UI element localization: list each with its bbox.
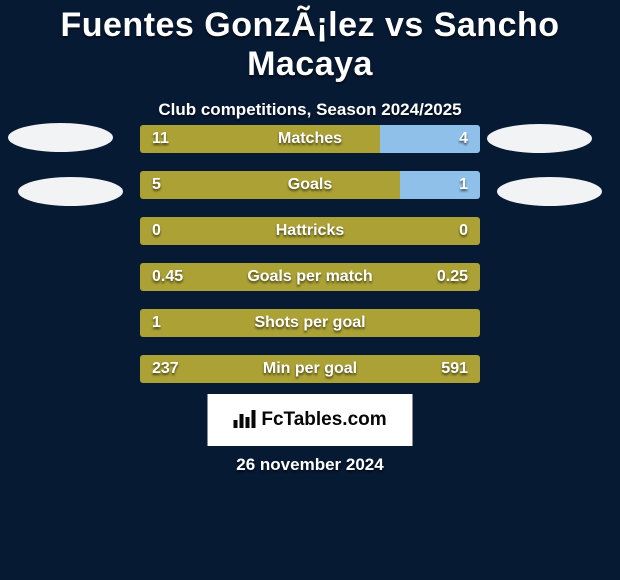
- stat-row: Goals per match0.450.25: [140, 263, 480, 291]
- player-left-avatar-1: [8, 123, 113, 152]
- subtitle: Club competitions, Season 2024/2025: [0, 100, 620, 120]
- page-title: Fuentes GonzÃ¡lez vs Sancho Macaya: [0, 0, 620, 84]
- fctables-logo-icon: [233, 408, 255, 433]
- stat-bar-left: [140, 355, 480, 383]
- player-right-avatar-1: [487, 124, 592, 153]
- stat-bar-right: [380, 125, 480, 153]
- stat-bar-left: [140, 263, 480, 291]
- stat-row: Shots per goal1: [140, 309, 480, 337]
- stat-bar-left: [140, 171, 400, 199]
- stat-row: Hattricks00: [140, 217, 480, 245]
- stat-bar-left: [140, 309, 480, 337]
- comparison-infographic: Fuentes GonzÃ¡lez vs Sancho Macaya Club …: [0, 0, 620, 580]
- stat-row: Min per goal237591: [140, 355, 480, 383]
- stat-bar-left: [140, 125, 380, 153]
- player-left-avatar-2: [18, 177, 123, 206]
- player-right-avatar-2: [497, 177, 602, 206]
- branding-text: FcTables.com: [261, 409, 386, 431]
- stat-bar-right: [400, 171, 480, 199]
- stat-row: Goals51: [140, 171, 480, 199]
- stat-row: Matches114: [140, 125, 480, 153]
- stat-bar-left: [140, 217, 480, 245]
- stats-table: Matches114 Goals51 Hattricks00 Goals per ma…: [140, 125, 480, 401]
- footer-date: 26 november 2024: [0, 455, 620, 475]
- branding-badge: FcTables.com: [208, 394, 413, 446]
